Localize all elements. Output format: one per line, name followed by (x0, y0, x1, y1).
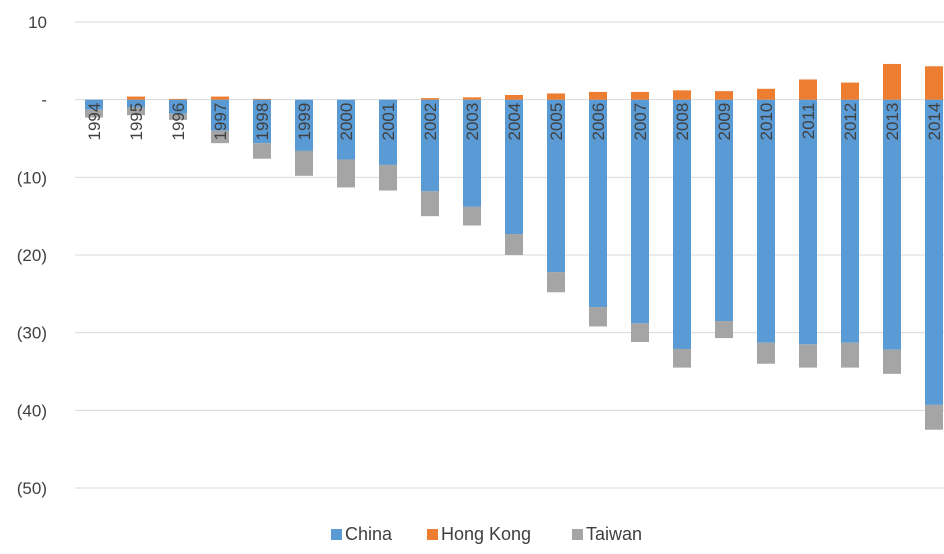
bar-china-2005 (547, 99, 565, 273)
bar-hong-kong-2003 (463, 97, 481, 100)
bar-hong-kong-2004 (505, 95, 523, 100)
bar-taiwan-2007 (631, 323, 649, 342)
y-axis: 10 - (10) (20) (30) (40) (50) (17, 13, 47, 498)
y-tick-label: (20) (17, 246, 47, 265)
legend-label-taiwan: Taiwan (586, 524, 642, 544)
bar-hong-kong-1995 (127, 96, 145, 100)
bar-china-2013 (883, 99, 901, 350)
bar-hong-kong-2012 (841, 82, 859, 100)
bar-hong-kong-1997 (211, 96, 229, 100)
legend-label-hong-kong: Hong Kong (441, 524, 531, 544)
x-tick-label: 1996 (169, 103, 188, 141)
bar-taiwan-1997 (211, 130, 229, 144)
x-tick-label: 1994 (85, 103, 104, 141)
bar-china-2009 (715, 99, 733, 322)
x-tick-label: 1998 (253, 103, 272, 141)
legend-swatch-taiwan (572, 529, 583, 540)
bar-taiwan-2008 (673, 348, 691, 368)
x-tick-label: 2003 (463, 103, 482, 141)
bar-hong-kong-2010 (757, 88, 775, 100)
bar-taiwan-2006 (589, 307, 607, 327)
bar-taiwan-1994 (85, 109, 103, 118)
bar-taiwan-2005 (547, 272, 565, 293)
bars (85, 63, 943, 430)
x-tick-label: 2012 (841, 103, 860, 141)
bar-china-1999 (295, 99, 313, 151)
x-tick-label: 2014 (925, 103, 944, 141)
bar-hong-kong-1996 (169, 98, 187, 100)
bar-china-1997 (211, 99, 229, 131)
bar-china-2003 (463, 99, 481, 207)
x-tick-label: 2004 (505, 103, 524, 141)
x-tick-label: 2008 (673, 103, 692, 141)
bar-taiwan-2012 (841, 342, 859, 368)
bar-hong-kong-2013 (883, 63, 901, 100)
x-tick-label: 1999 (295, 103, 314, 141)
x-tick-label: 1995 (127, 103, 146, 141)
bar-taiwan-1999 (295, 150, 313, 176)
x-tick-label: 2011 (799, 103, 818, 140)
x-tick-label: 2000 (337, 103, 356, 141)
bar-taiwan-2011 (799, 344, 817, 368)
bar-china-2008 (673, 99, 691, 349)
bar-taiwan-2009 (715, 321, 733, 339)
bar-taiwan-2010 (757, 342, 775, 364)
y-tick-label: (30) (17, 324, 47, 343)
y-tick-label: (50) (17, 479, 47, 498)
bar-hong-kong-2011 (799, 79, 817, 100)
bar-hong-kong-2002 (421, 98, 439, 100)
bar-taiwan-1995 (127, 107, 145, 116)
bar-china-1998 (253, 99, 271, 144)
bar-china-2010 (757, 99, 775, 343)
bar-china-2001 (379, 99, 397, 165)
x-tick-label: 2002 (421, 103, 440, 141)
y-tick-label: (40) (17, 401, 47, 420)
bar-taiwan-1996 (169, 113, 187, 120)
bar-taiwan-1998 (253, 143, 271, 159)
x-axis-labels: 1994 1995 1996 1997 1998 1999 2000 2001 2002 2003… (85, 103, 944, 141)
bar-china-2007 (631, 99, 649, 324)
bar-china-2014 (925, 99, 943, 405)
y-tick-label: - (41, 91, 47, 110)
bar-hong-kong-2014 (925, 66, 943, 100)
bar-hong-kong-2009 (715, 91, 733, 100)
bar-taiwan-2014 (925, 404, 943, 430)
bar-hong-kong-2005 (547, 93, 565, 100)
x-tick-label: 2009 (715, 103, 734, 141)
bar-china-1996 (169, 99, 187, 114)
x-tick-label: 2013 (883, 103, 902, 141)
legend-label-china: China (345, 524, 393, 544)
bar-taiwan-2002 (421, 191, 439, 217)
x-tick-label: 2001 (379, 103, 398, 141)
legend-swatch-hong-kong (427, 529, 438, 540)
bar-taiwan-2001 (379, 164, 397, 191)
legend: China Hong Kong Taiwan (331, 524, 642, 544)
bar-taiwan-2000 (337, 159, 355, 188)
x-tick-label: 2005 (547, 103, 566, 141)
bar-china-2004 (505, 99, 523, 235)
bar-hong-kong-2007 (631, 91, 649, 100)
bar-taiwan-2013 (883, 349, 901, 374)
bar-china-2002 (421, 99, 439, 192)
bar-china-2012 (841, 99, 859, 343)
x-tick-label: 2010 (757, 103, 776, 141)
x-tick-label: 1997 (211, 103, 230, 141)
bar-taiwan-2004 (505, 234, 523, 255)
bar-hong-kong-1998 (253, 98, 271, 100)
y-tick-label: 10 (28, 13, 47, 32)
bar-hong-kong-2006 (589, 91, 607, 100)
bar-taiwan-2003 (463, 206, 481, 226)
y-tick-label: (10) (17, 168, 47, 187)
bar-china-1995 (127, 99, 145, 108)
bar-china-2000 (337, 99, 355, 160)
legend-swatch-china (331, 529, 342, 540)
bar-china-2011 (799, 99, 817, 345)
bar-hong-kong-2008 (673, 90, 691, 100)
bar-china-2006 (589, 99, 607, 308)
bar-china-1994 (85, 99, 103, 110)
x-tick-label: 2006 (589, 103, 608, 141)
x-tick-label: 2007 (631, 103, 650, 141)
